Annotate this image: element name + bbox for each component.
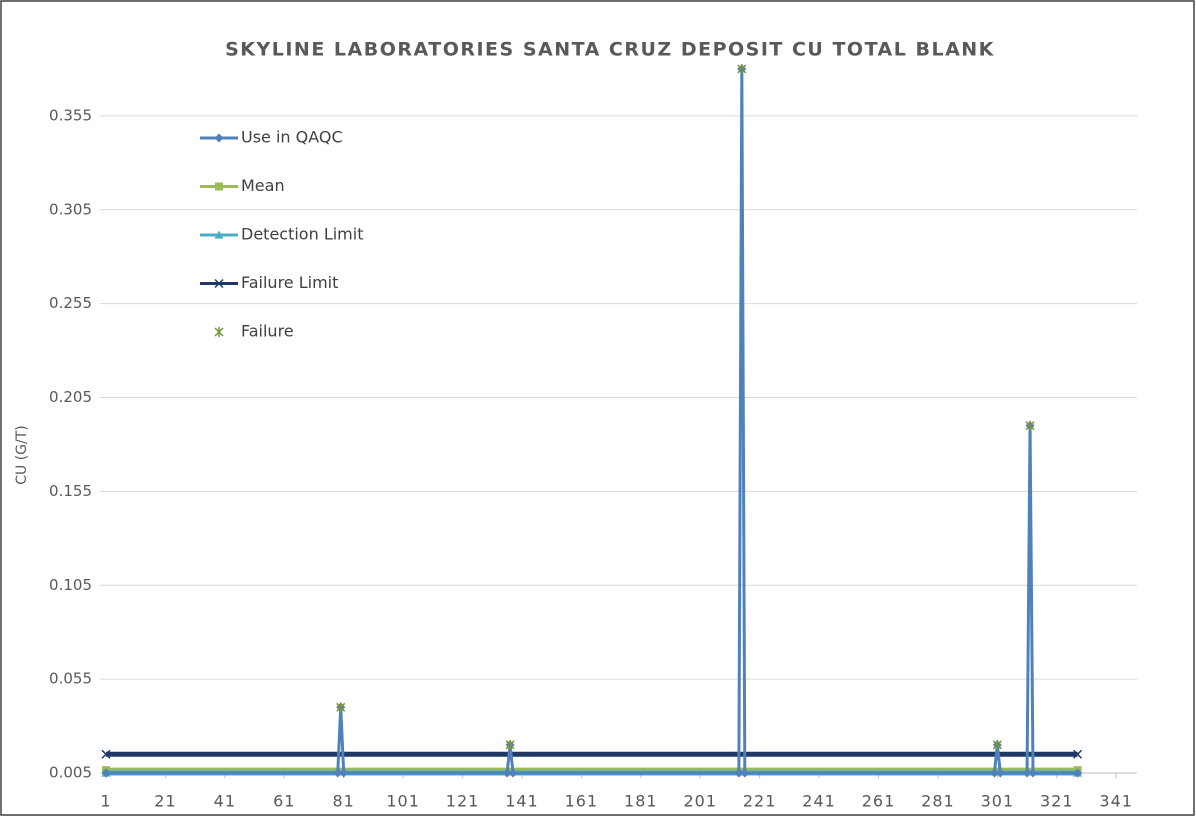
x-tick-label: 341	[1099, 792, 1133, 811]
y-axis-label: CU (G/T)	[14, 425, 30, 485]
legend-label: Failure	[241, 322, 294, 341]
marker	[333, 768, 343, 778]
marker	[737, 63, 747, 74]
y-tick-label: 0.155	[49, 482, 92, 500]
y-tick-label: 0.055	[49, 670, 92, 688]
marker	[989, 768, 999, 778]
marker	[1028, 768, 1038, 778]
x-tick-label: 101	[386, 792, 420, 811]
x-tick-label: 41	[214, 792, 236, 811]
x-tick-label: 281	[921, 792, 955, 811]
x-tick-label: 241	[802, 792, 836, 811]
marker	[1022, 768, 1032, 778]
marker	[101, 749, 111, 759]
marker	[1073, 768, 1083, 778]
legend-label: Detection Limit	[241, 225, 363, 244]
marker	[502, 768, 512, 778]
marker	[508, 768, 518, 778]
y-tick-label: 0.255	[49, 294, 92, 312]
marker	[214, 327, 224, 337]
x-tick-label: 261	[862, 792, 896, 811]
marker	[214, 278, 224, 289]
y-tick-label: 0.205	[49, 388, 92, 406]
x-tick-label: 1	[100, 792, 111, 811]
x-tick-label: 221	[743, 792, 777, 811]
x-tick-label: 121	[446, 792, 480, 811]
marker	[215, 182, 223, 191]
legend-label: Failure Limit	[241, 273, 338, 292]
marker	[740, 768, 750, 778]
y-tick-label: 0.355	[49, 106, 92, 124]
legend-label: Mean	[241, 176, 285, 195]
x-tick-label: 61	[273, 792, 295, 811]
marker	[339, 768, 349, 778]
marker	[1073, 749, 1083, 759]
y-tick-label: 0.005	[49, 764, 92, 782]
y-tick-label: 0.305	[49, 200, 92, 218]
marker	[214, 230, 224, 239]
marker	[101, 768, 111, 778]
x-tick-label: 321	[1040, 792, 1074, 811]
x-tick-label: 141	[505, 792, 539, 811]
x-tick-label: 301	[981, 792, 1015, 811]
x-tick-label: 181	[624, 792, 658, 811]
x-tick-label: 21	[154, 792, 176, 811]
x-tick-label: 161	[565, 792, 599, 811]
marker	[992, 739, 1002, 750]
legend-label: Use in QAQC	[241, 128, 343, 147]
x-tick-label: 201	[683, 792, 717, 811]
x-tick-label: 81	[333, 792, 355, 811]
marker	[1025, 420, 1035, 431]
marker	[995, 768, 1005, 778]
marker	[505, 739, 515, 750]
marker	[336, 702, 346, 713]
marker	[214, 133, 224, 143]
chart-title: SKYLINE LABORATORIES SANTA CRUZ DEPOSIT …	[225, 39, 995, 61]
y-tick-label: 0.105	[49, 576, 92, 594]
marker	[734, 768, 744, 778]
